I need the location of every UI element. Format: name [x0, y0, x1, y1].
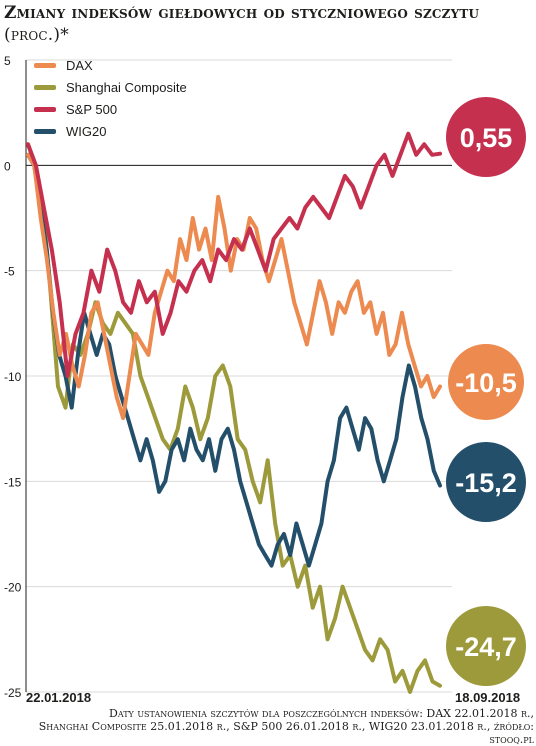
tick-layer: 5 0 -5 -10 -15 -20 -25	[4, 54, 22, 700]
chart-title: Zmiany indeksów giełdowych od styczniowe…	[4, 2, 532, 46]
footnote-line-1: Daty ustanowienia szczytów dla poszczegó…	[109, 707, 534, 720]
end-badge-sp-500: 0,55	[446, 97, 526, 177]
legend-item-shanghai: Shanghai Composite	[34, 76, 187, 98]
series-line-sp-500	[26, 131, 442, 378]
end-badge-circle	[446, 97, 526, 177]
end-badge-value: -15,2	[455, 468, 517, 498]
legend-label-wig20: WIG20	[66, 123, 107, 139]
legend-swatch-sp500	[34, 106, 56, 112]
end-badge-dax: -10,5	[448, 344, 524, 420]
grid-layer	[25, 59, 452, 693]
legend-label-sp500: S&P 500	[66, 101, 118, 117]
footnote-line-2: Shanghai Composite 25.01.2018 r., S&P 50…	[38, 720, 534, 746]
end-badge-circle	[448, 344, 524, 420]
end-badge-value: -24,7	[455, 632, 517, 662]
end-badge-circle	[446, 606, 526, 686]
legend-label-shanghai: Shanghai Composite	[66, 79, 187, 95]
legend-label-dax: DAX	[66, 57, 93, 73]
y-tick-label: 5	[4, 54, 11, 68]
title-unit: (proc.)*	[4, 25, 69, 45]
legend-swatch-wig20	[34, 128, 56, 134]
end-badge-wig20: -15,2	[446, 442, 526, 522]
legend-item-dax: DAX	[34, 54, 187, 76]
end-badge-circle	[446, 442, 526, 522]
legend-item-sp500: S&P 500	[34, 98, 187, 120]
x-end-label: 18.09.2018	[455, 690, 521, 705]
y-tick-label: -15	[4, 475, 22, 489]
end-badge-shanghai-composite: -24,7	[446, 606, 526, 686]
end-badge-value: -10,5	[455, 368, 517, 398]
x-start-label: 22.01.2018	[26, 690, 92, 705]
series-line-dax	[26, 152, 442, 421]
footnote: Daty ustanowienia szczytów dla poszczegó…	[0, 707, 534, 746]
y-tick-label: -5	[4, 265, 15, 279]
legend-swatch-shanghai	[34, 84, 56, 90]
series-line-shanghai-composite	[26, 142, 442, 694]
end-label-badges: -10,5 -24,7 0,55 -15,2	[446, 97, 526, 686]
y-tick-label: -25	[4, 686, 22, 700]
y-tick-label: -20	[4, 581, 22, 595]
y-tick-label: 0	[4, 159, 11, 173]
series-lines	[26, 131, 442, 694]
series-line-wig20	[26, 152, 442, 568]
y-tick-label: -10	[4, 370, 22, 384]
legend: DAX Shanghai Composite S&P 500 WIG20	[34, 54, 187, 142]
legend-item-wig20: WIG20	[34, 120, 187, 142]
title-text: Zmiany indeksów giełdowych od styczniowe…	[4, 3, 480, 23]
legend-swatch-dax	[34, 62, 56, 68]
end-badge-value: 0,55	[460, 123, 513, 153]
